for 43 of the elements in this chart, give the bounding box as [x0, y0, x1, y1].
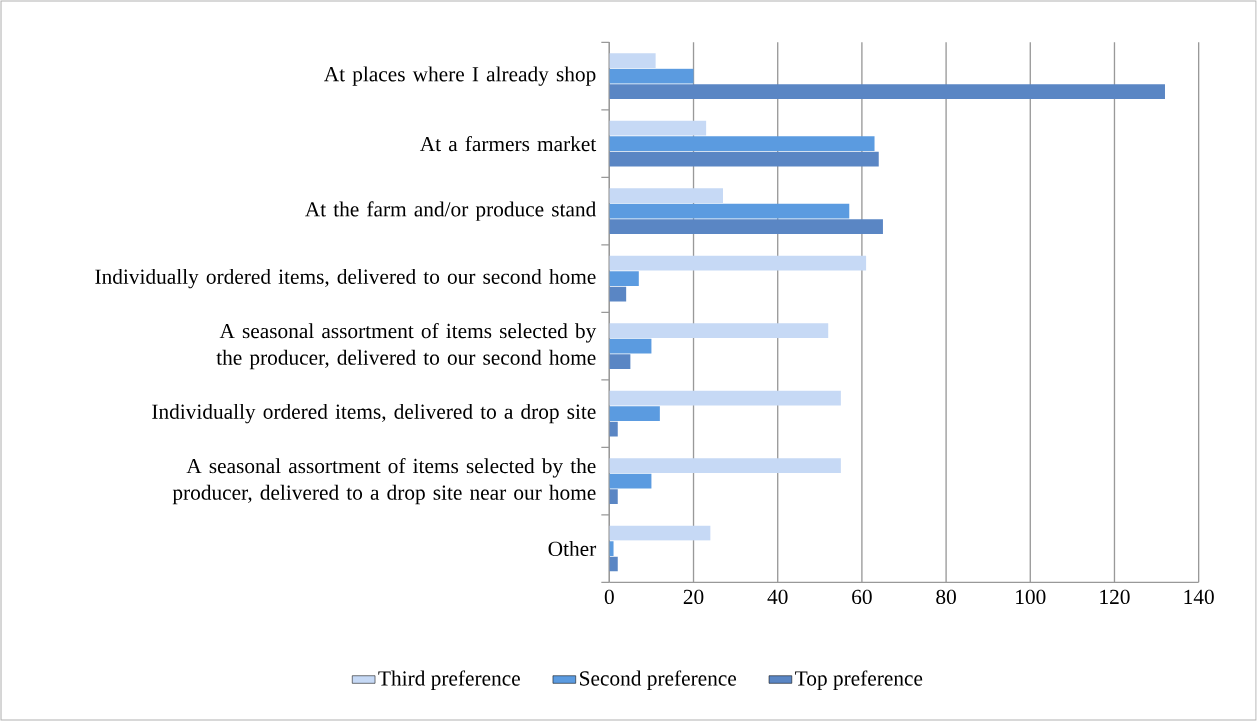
bar	[609, 84, 1165, 99]
bar	[609, 541, 614, 556]
bar	[609, 354, 631, 369]
bar	[609, 271, 639, 286]
bar	[609, 188, 723, 203]
bar	[609, 525, 711, 541]
y-tick-label: At the farm and/or produce stand	[305, 201, 597, 221]
y-tick-label: At a farmers market	[419, 135, 597, 152]
y-tick-label: A seasonal assortment of items selected by the producer, delivered to a drop site near our home	[172, 457, 596, 505]
x-tick-label: 20	[683, 589, 704, 605]
x-tick-label: 60	[852, 589, 872, 605]
bar	[609, 458, 841, 473]
x-tick-label: 80	[936, 589, 956, 605]
y-tick-label: Individually ordered items, delivered to our second home	[95, 268, 596, 289]
bar	[609, 406, 660, 421]
bar	[609, 286, 627, 302]
bar	[609, 120, 707, 136]
y-tick-label: Other	[548, 541, 597, 557]
y-tick-label: Individually ordered items, delivered to a drop site	[152, 403, 596, 424]
bar	[609, 390, 841, 406]
bar	[609, 421, 618, 437]
bar	[609, 338, 652, 354]
bar	[609, 219, 883, 234]
y-tick-label: A seasonal assortment of items selected by the producer, delivered to our second home	[216, 322, 597, 370]
bar	[609, 151, 879, 167]
bar	[609, 53, 656, 68]
x-tick-label: 0	[604, 589, 614, 605]
x-tick-label: 140	[1184, 589, 1214, 605]
legend-label: Second preference	[580, 670, 737, 690]
bar	[609, 203, 850, 219]
bar	[609, 255, 867, 271]
bar	[609, 489, 618, 504]
legend-label: Third preference	[378, 670, 520, 690]
x-tick-label: 120	[1100, 589, 1130, 605]
bar	[609, 556, 618, 572]
legend-label: Top preference	[795, 670, 923, 690]
bar	[609, 68, 694, 84]
x-tick-label: 40	[767, 589, 788, 605]
bar	[609, 136, 875, 151]
y-tick-label: At places where I already shop	[323, 66, 596, 86]
bar	[609, 473, 652, 489]
bar	[609, 323, 829, 338]
x-tick-label: 100	[1016, 589, 1046, 605]
